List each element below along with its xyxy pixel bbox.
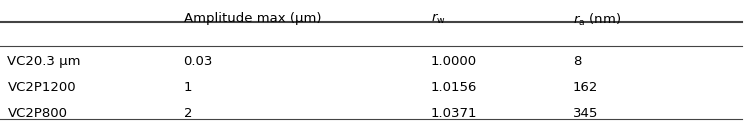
Text: VC2P1200: VC2P1200 — [7, 81, 76, 94]
Text: 1.0000: 1.0000 — [431, 55, 477, 68]
Text: 2: 2 — [184, 107, 192, 120]
Text: 8: 8 — [573, 55, 581, 68]
Text: VC20.3 μm: VC20.3 μm — [7, 55, 81, 68]
Text: 1.0371: 1.0371 — [431, 107, 477, 120]
Text: VC2P800: VC2P800 — [7, 107, 67, 120]
Text: $r_{\mathrm{w}}$: $r_{\mathrm{w}}$ — [431, 12, 446, 26]
Text: $r_{\mathrm{a}}$ (nm): $r_{\mathrm{a}}$ (nm) — [573, 12, 621, 28]
Text: 162: 162 — [573, 81, 598, 94]
Text: 0.03: 0.03 — [184, 55, 213, 68]
Text: Amplitude max (μm): Amplitude max (μm) — [184, 12, 321, 25]
Text: 345: 345 — [573, 107, 598, 120]
Text: 1: 1 — [184, 81, 192, 94]
Text: 1.0156: 1.0156 — [431, 81, 477, 94]
